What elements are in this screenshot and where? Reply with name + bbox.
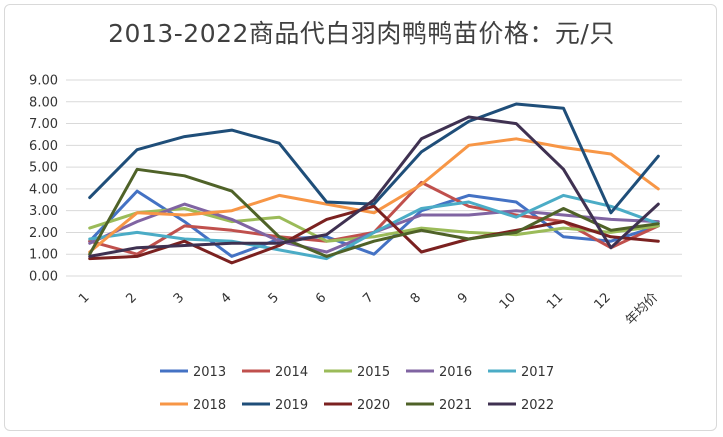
legend-label-2014: 2014 [275, 365, 308, 380]
series-line-2015 [88, 207, 660, 243]
x-tick-label: 2 [123, 290, 139, 306]
y-tick-label: 6.00 [29, 139, 58, 154]
x-tick-label: 12 [591, 290, 613, 312]
x-tick-label: 9 [455, 290, 471, 306]
legend: 2013 2014 2015 2016 2017 2018 2019 2020 2021 2022 [160, 365, 554, 413]
series-line-2017 [88, 193, 660, 261]
y-tick-label: 0.00 [29, 270, 58, 285]
legend-label-2022: 2022 [521, 398, 554, 413]
series-line-2018 [88, 137, 660, 254]
x-tick-label: 3 [171, 290, 187, 306]
legend-label-2016: 2016 [439, 365, 472, 380]
legend-label-2015: 2015 [357, 365, 390, 380]
legend-label-2021: 2021 [439, 398, 472, 413]
y-tick-label: 5.00 [29, 161, 58, 176]
x-tick-label: 年均价 [623, 290, 661, 328]
x-tick-label: 11 [544, 290, 566, 312]
y-tick-label: 8.00 [29, 95, 58, 110]
legend-label-2017: 2017 [521, 365, 554, 380]
series-line-2020 [88, 204, 660, 265]
series-line-2013 [88, 189, 660, 258]
series-line-2022 [88, 115, 660, 258]
y-tick-label: 4.00 [29, 182, 58, 197]
y-tick-label: 2.00 [29, 226, 58, 241]
x-tick-label: 8 [408, 290, 424, 306]
series-line-2019 [88, 102, 660, 215]
x-axis-ticks: 1 2 3 4 5 6 7 8 9 10 11 12 年均价 [76, 290, 661, 328]
x-tick-label: 7 [360, 290, 376, 306]
x-tick-label: 10 [497, 290, 519, 312]
y-tick-label: 7.00 [29, 117, 58, 132]
legend-label-2020: 2020 [357, 398, 390, 413]
y-tick-label: 9.00 [29, 74, 58, 89]
legend-label-2018: 2018 [193, 398, 226, 413]
x-tick-label: 5 [266, 290, 282, 306]
y-tick-label: 3.00 [29, 204, 58, 219]
chart-title: 2013-2022商品代白羽肉鸭鸭苗价格：元/只 [108, 19, 615, 48]
y-axis-ticks: 0.00 1.00 2.00 3.00 4.00 5.00 6.00 7.00 8.00 9.00 [29, 74, 58, 285]
y-tick-label: 1.00 [29, 248, 58, 263]
legend-label-2013: 2013 [193, 365, 226, 380]
x-tick-label: 4 [218, 290, 234, 306]
x-tick-label: 1 [76, 290, 92, 306]
series-line-2021 [88, 167, 660, 258]
x-tick-label: 6 [313, 290, 329, 306]
legend-label-2019: 2019 [275, 398, 308, 413]
series-lines [88, 102, 660, 265]
